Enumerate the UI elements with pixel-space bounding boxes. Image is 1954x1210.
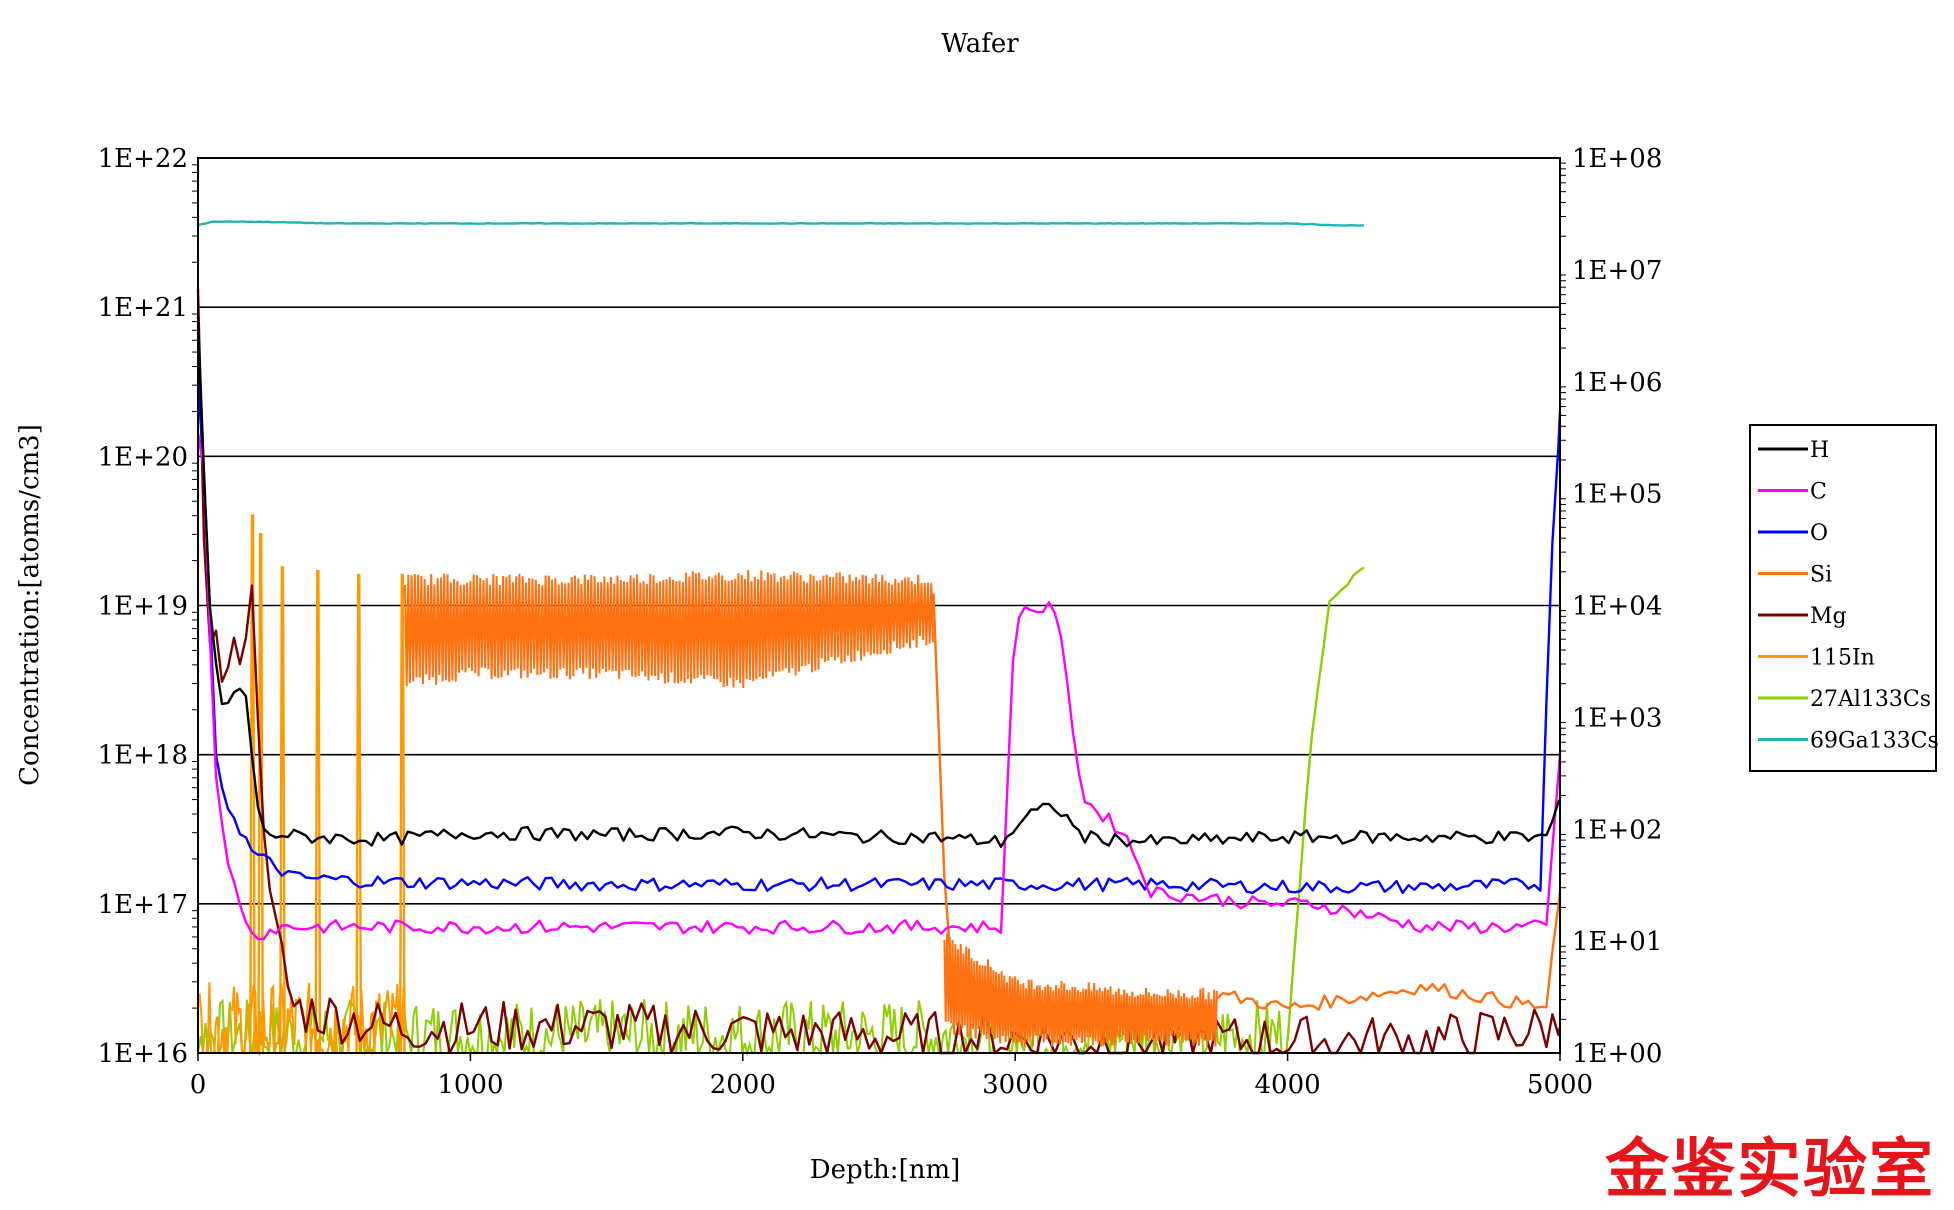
y-tick-label: 1E+21 [98,293,188,323]
y-tick-label: 1E+17 [98,890,188,920]
x-tick-label: 3000 [982,1070,1048,1100]
x-tick-label: 5000 [1527,1070,1593,1100]
series-27al133cs [197,566,1365,1057]
x-tick-label: 0 [190,1070,207,1100]
legend-label: 115In [1810,646,1875,671]
y2-tick-label: 1E+02 [1572,815,1662,845]
series-115in-spike [314,569,322,1054]
series-layer [196,220,1562,1057]
series-si-tail [943,933,1218,1048]
y2-tick-label: 1E+08 [1572,144,1662,174]
y2-tick-label: 1E+06 [1572,368,1662,398]
series-line-c [196,432,1562,941]
series-115in-spike [355,573,363,1054]
plot-frame [197,157,1561,1054]
legend-label: H [1810,438,1829,463]
y2-tick-label: 1E+01 [1572,927,1662,957]
legend-label: Mg [1810,604,1847,629]
legend-label: 69Ga133Cs [1810,729,1939,754]
y-tick-label: 1E+20 [98,442,188,472]
series-115in-spike [249,514,256,1054]
x-tick-label: 4000 [1255,1070,1321,1100]
series-o [196,380,1562,895]
watermark-text: 金鉴实验室 [1605,1133,1935,1207]
legend-label: O [1810,521,1828,546]
series-115in-spike [279,566,286,1054]
chart-title: Wafer [941,29,1019,59]
series-line-69ga133cs [197,220,1364,227]
series-si [404,570,1562,1048]
y2-tick-label: 1E+03 [1572,703,1662,733]
y-axis-label: Concentration:[atoms/cm3] [15,424,45,786]
legend-box [1749,424,1937,772]
y-tick-label: 1E+18 [98,741,188,771]
series-line-27al133cs [1286,566,1365,1042]
series-115in [197,514,406,1056]
legend-label: C [1810,480,1827,505]
series-si-drop [932,593,952,949]
series-69ga133cs [197,220,1364,227]
y2-tick-label: 1E+04 [1572,592,1662,622]
y-tick-label: 1E+22 [98,144,188,174]
x-axis-label: Depth:[nm] [810,1155,961,1185]
series-115in-spike [398,573,406,1054]
x-tick-label: 2000 [710,1070,776,1100]
y2-tick-label: 1E+00 [1572,1039,1662,1069]
series-line-h [196,316,1561,848]
legend-label: Si [1810,563,1832,588]
y-tick-label: 1E+19 [98,592,188,622]
axes: 1E+16 1E+17 1E+18 1E+19 1E+20 1E+21 1E+22 1E+00… [98,144,1663,1100]
series-line-si [1215,891,1562,1011]
y-tick-label: 1E+16 [98,1039,188,1069]
y2-tick-label: 1E+05 [1572,480,1662,510]
series-si-band [404,570,934,688]
series-c [196,432,1562,941]
series-line-o [196,380,1562,895]
series-h [196,316,1561,848]
legend: HCO Si Mg 115In 27Al133Cs 69Ga133Cs [1749,424,1939,772]
x-tick-label: 1000 [437,1070,503,1100]
legend-label: 27Al133Cs [1810,687,1931,712]
y2-tick-label: 1E+07 [1572,256,1662,286]
